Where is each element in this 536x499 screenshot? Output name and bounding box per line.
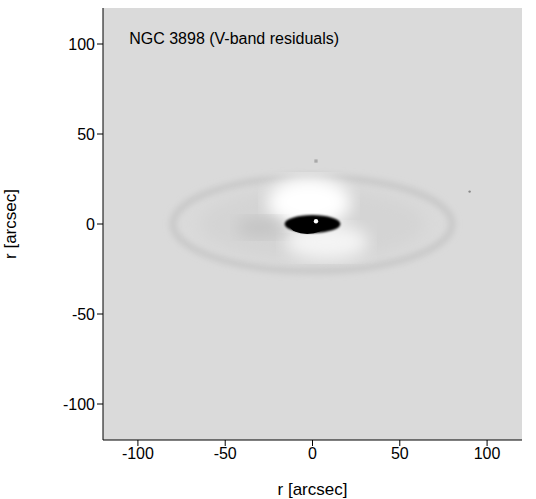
svg-text:0: 0: [308, 445, 317, 462]
svg-text:0: 0: [86, 216, 95, 233]
svg-text:-50: -50: [214, 445, 237, 462]
svg-text:-100: -100: [122, 445, 154, 462]
svg-text:r [arcsec]: r [arcsec]: [278, 480, 348, 499]
svg-text:50: 50: [77, 126, 95, 143]
svg-text:NGC 3898 (V-band residuals): NGC 3898 (V-band residuals): [129, 30, 339, 47]
svg-text:100: 100: [474, 445, 501, 462]
svg-text:50: 50: [391, 445, 409, 462]
svg-text:r [arcsec]: r [arcsec]: [1, 189, 20, 259]
svg-text:100: 100: [68, 36, 95, 53]
svg-text:-100: -100: [63, 396, 95, 413]
svg-text:-50: -50: [72, 306, 95, 323]
